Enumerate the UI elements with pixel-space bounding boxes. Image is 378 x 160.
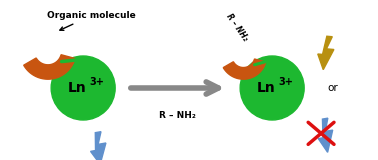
- Text: Ln: Ln: [256, 81, 275, 95]
- Text: Ln: Ln: [67, 81, 86, 95]
- Text: R – NH₂: R – NH₂: [159, 111, 196, 120]
- Circle shape: [51, 56, 115, 120]
- Polygon shape: [91, 132, 106, 160]
- Text: R – NH₂: R – NH₂: [225, 12, 249, 43]
- Polygon shape: [318, 36, 334, 70]
- Text: Organic molecule: Organic molecule: [47, 11, 136, 30]
- Text: 3+: 3+: [89, 77, 104, 87]
- Polygon shape: [318, 118, 333, 152]
- Text: 3+: 3+: [278, 77, 293, 87]
- Polygon shape: [223, 59, 266, 79]
- Polygon shape: [24, 55, 75, 79]
- Circle shape: [240, 56, 304, 120]
- Text: or: or: [328, 83, 338, 93]
